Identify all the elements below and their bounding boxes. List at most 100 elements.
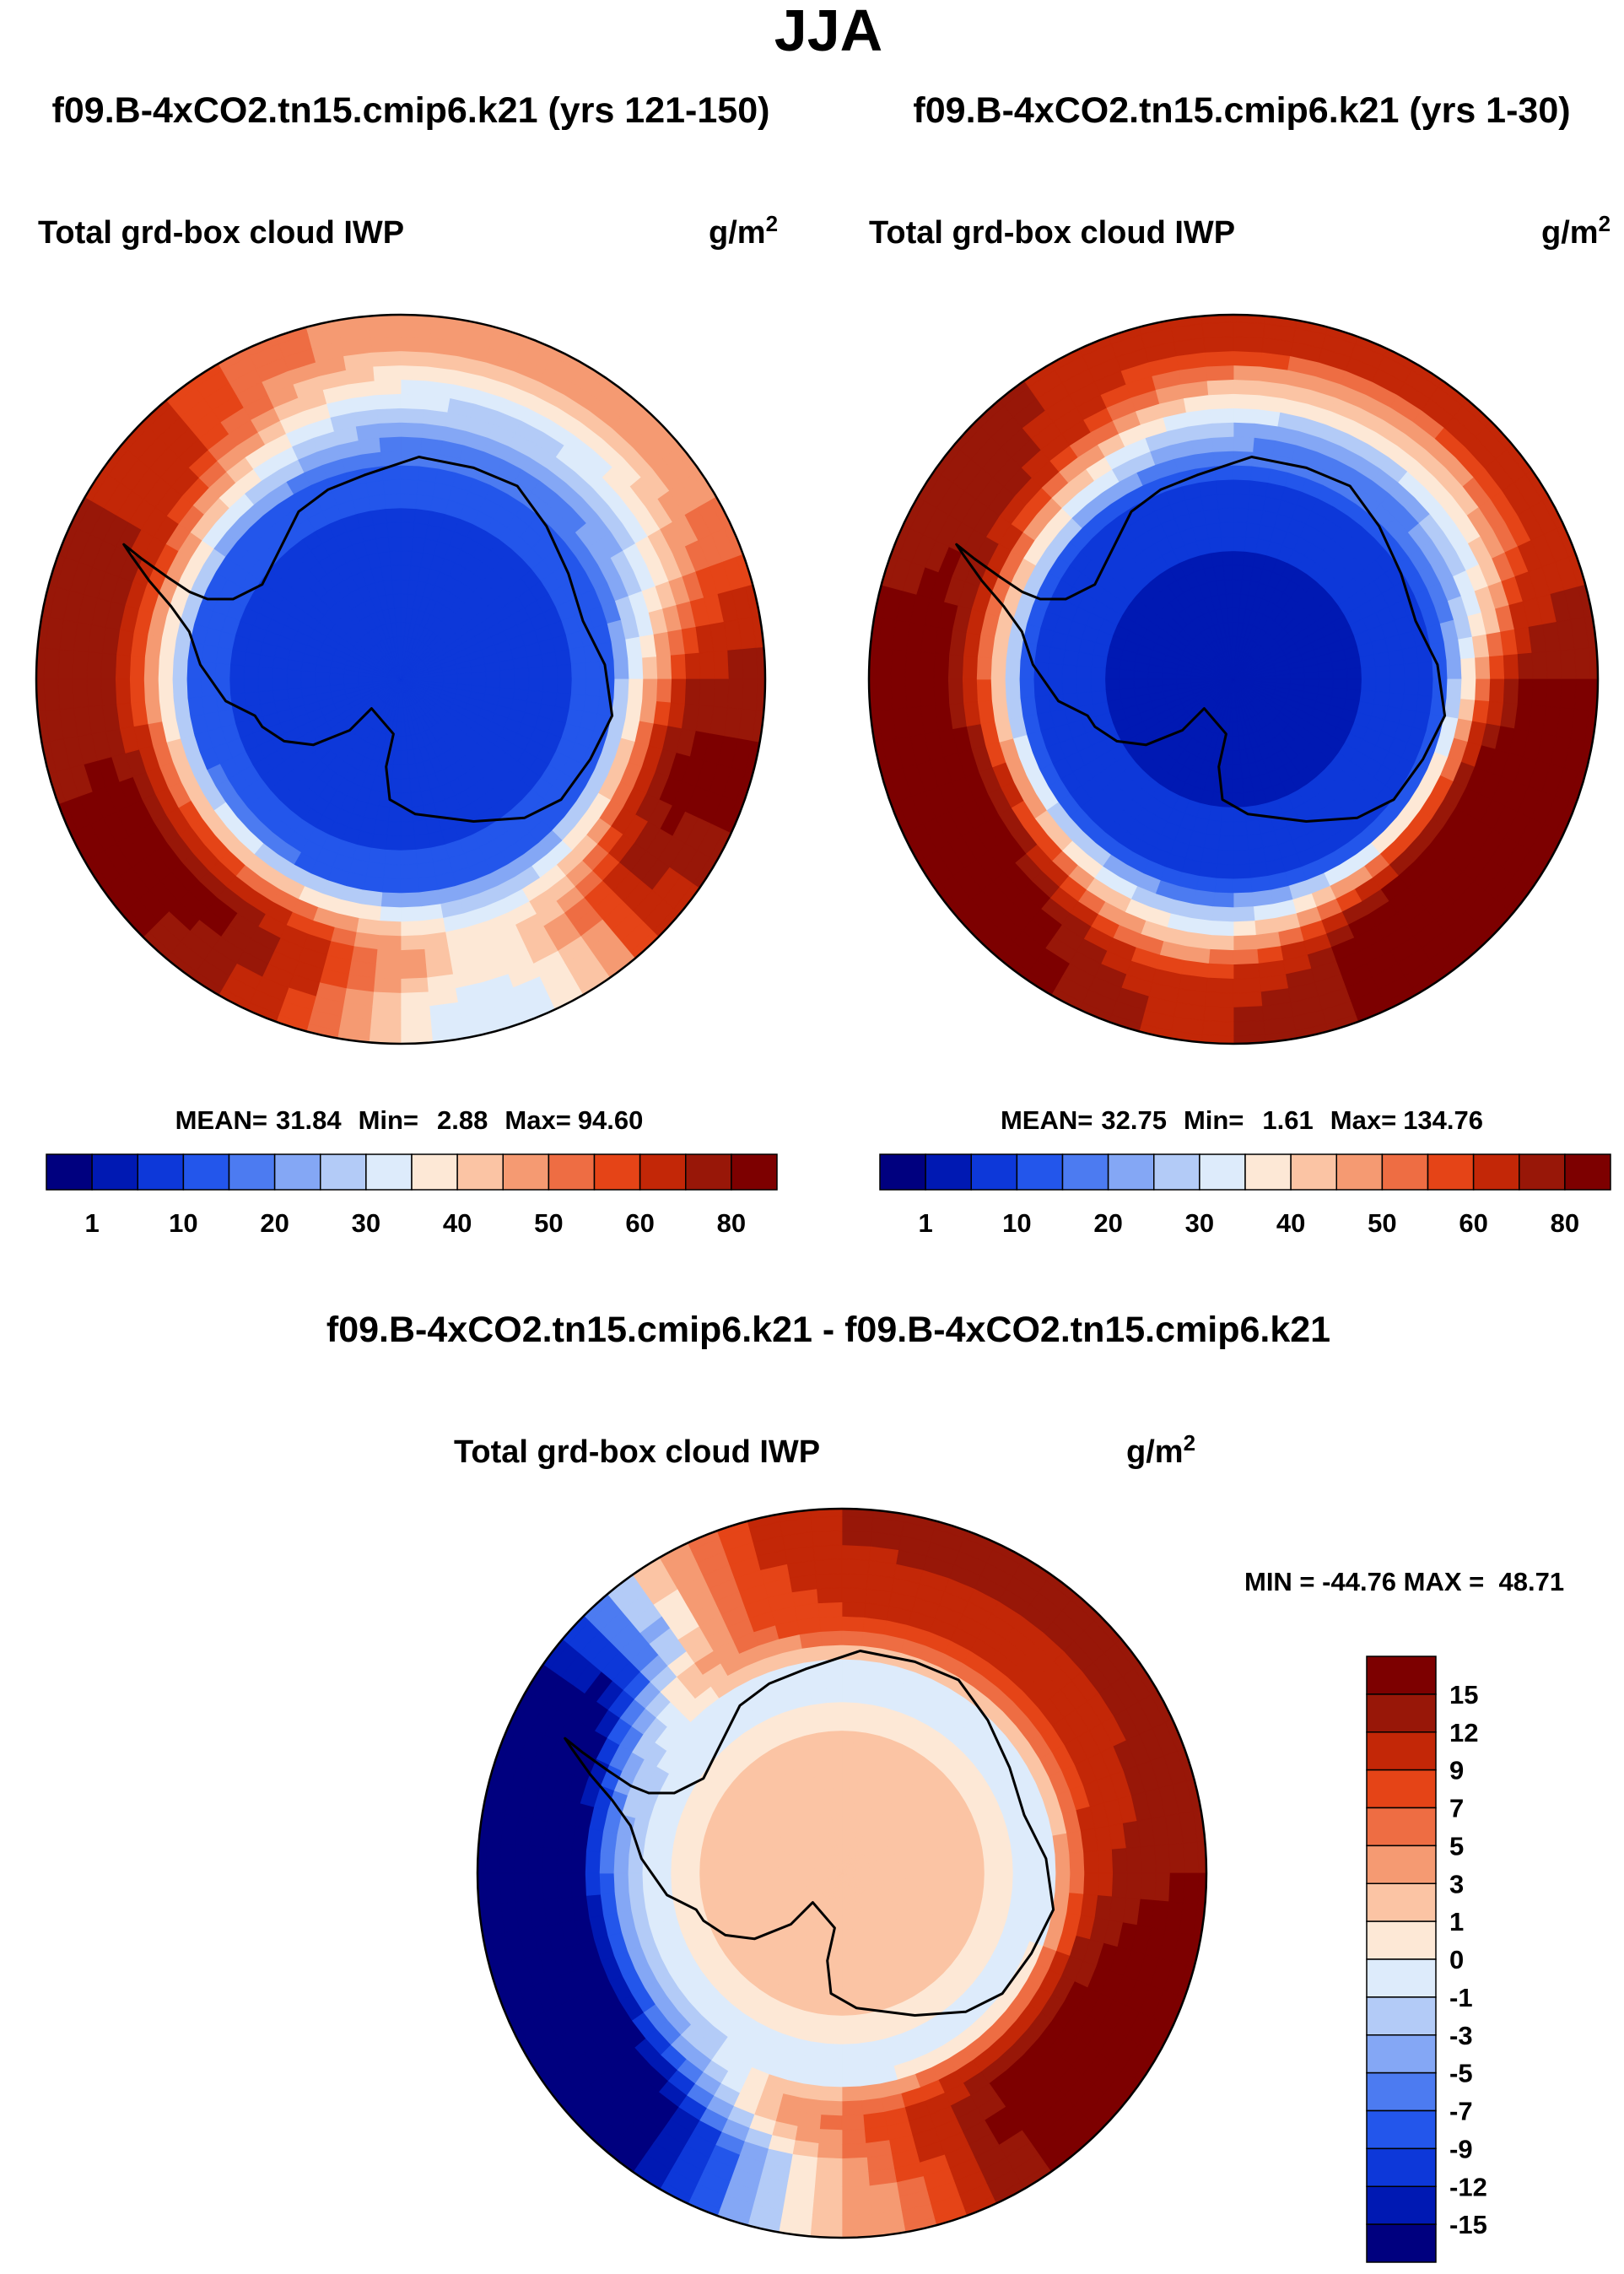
field-cell bbox=[143, 678, 159, 702]
field-cell bbox=[376, 408, 402, 424]
field-cell bbox=[1212, 892, 1234, 909]
field-cell bbox=[841, 1715, 856, 1731]
field-cell bbox=[368, 494, 386, 511]
field-cell bbox=[400, 379, 428, 396]
field-cell bbox=[1416, 694, 1433, 715]
field-cell bbox=[186, 678, 202, 699]
field-cell bbox=[1217, 507, 1234, 524]
field-cell bbox=[1233, 478, 1252, 495]
field-cell bbox=[443, 673, 459, 680]
field-cell bbox=[1193, 451, 1216, 469]
field-cell bbox=[400, 863, 419, 880]
colorbar-swatch bbox=[1107, 1153, 1155, 1191]
field-cell bbox=[418, 889, 441, 908]
field-cell bbox=[1276, 673, 1292, 680]
field-cell bbox=[244, 691, 261, 707]
field-cell bbox=[804, 2069, 825, 2088]
colorbar-tick-label: 10 bbox=[169, 1208, 197, 1238]
field-cell bbox=[1233, 991, 1263, 1008]
field-cell bbox=[569, 646, 586, 665]
field-cell bbox=[1359, 654, 1377, 669]
field-cell bbox=[400, 991, 430, 1008]
field-cell bbox=[1387, 649, 1405, 667]
field-cell bbox=[713, 1872, 729, 1885]
field-cell bbox=[1517, 652, 1534, 680]
field-cell bbox=[1201, 1020, 1234, 1037]
field-cell bbox=[823, 2057, 843, 2074]
field-cell bbox=[375, 393, 402, 410]
field-cell bbox=[1489, 655, 1505, 680]
field-cell bbox=[1119, 668, 1135, 680]
field-cell bbox=[499, 668, 515, 680]
field-cell bbox=[851, 1985, 865, 2002]
field-cell bbox=[328, 678, 345, 686]
field-cell bbox=[1417, 678, 1434, 698]
field-cell bbox=[1217, 493, 1234, 510]
field-cell bbox=[841, 1972, 853, 1988]
colorbar-swatch bbox=[320, 1153, 367, 1191]
field-cell bbox=[1012, 1856, 1028, 1874]
field-cell bbox=[395, 621, 402, 637]
field-cell bbox=[1460, 657, 1477, 680]
field-cell bbox=[400, 977, 429, 994]
field-cell bbox=[1061, 663, 1078, 680]
field-cell bbox=[670, 1872, 687, 1889]
field-cell bbox=[115, 654, 132, 680]
field-cell bbox=[823, 1672, 843, 1689]
field-cell bbox=[400, 421, 424, 438]
field-cell bbox=[1233, 393, 1259, 410]
field-cell bbox=[628, 657, 645, 680]
colorbar-tick-label: 10 bbox=[1002, 1208, 1031, 1238]
field-cell bbox=[526, 654, 544, 669]
field-cell bbox=[1233, 721, 1239, 737]
field-cell bbox=[1024, 1888, 1042, 1909]
field-cell bbox=[1560, 678, 1577, 710]
colorbar-swatch bbox=[365, 1153, 413, 1191]
field-cell bbox=[376, 935, 402, 951]
field-cell bbox=[1233, 536, 1247, 552]
field-cell bbox=[400, 948, 426, 965]
field-cell bbox=[1219, 821, 1234, 837]
field-cell bbox=[1233, 778, 1244, 794]
field-cell bbox=[1233, 435, 1255, 452]
colorbar-swatch bbox=[228, 1153, 276, 1191]
field-cell bbox=[1233, 749, 1242, 765]
field-cell bbox=[642, 1838, 660, 1858]
field-cell bbox=[1214, 878, 1234, 894]
field-cell bbox=[1233, 493, 1250, 510]
field-cell bbox=[713, 1861, 729, 1874]
field-cell bbox=[1217, 835, 1234, 851]
field-cell bbox=[1233, 821, 1248, 837]
field-cell bbox=[229, 663, 245, 680]
field-cell bbox=[713, 1882, 731, 1896]
field-cell bbox=[1211, 435, 1234, 452]
field-cell bbox=[1332, 678, 1348, 690]
field-cell bbox=[819, 1744, 833, 1762]
field-cell bbox=[1052, 1833, 1071, 1855]
field-cell bbox=[1248, 847, 1266, 865]
panel-2-units: g/m2 bbox=[1541, 211, 1611, 251]
field-cell bbox=[214, 662, 231, 680]
field-cell bbox=[1403, 662, 1420, 680]
field-cell bbox=[1429, 641, 1448, 662]
field-cell bbox=[969, 1872, 985, 1887]
field-cell bbox=[385, 835, 402, 851]
field-cell bbox=[1318, 670, 1334, 680]
field-cell bbox=[1019, 696, 1038, 717]
field-cell bbox=[656, 655, 672, 680]
field-cell bbox=[1233, 521, 1248, 537]
field-cell bbox=[1208, 536, 1223, 554]
field-cell bbox=[642, 1888, 660, 1909]
field-cell bbox=[400, 435, 423, 452]
field-cell bbox=[172, 639, 191, 662]
field-cell bbox=[1204, 991, 1234, 1008]
field-cell bbox=[1233, 464, 1253, 481]
field-cell bbox=[129, 678, 145, 704]
field-cell bbox=[1233, 735, 1240, 752]
field-cell bbox=[1048, 646, 1066, 665]
field-cell bbox=[857, 1673, 877, 1691]
field-cell bbox=[1248, 494, 1266, 511]
panel-1-stats: MEAN= 31.84 Min= 2.88 Max= 94.60 bbox=[175, 1105, 644, 1135]
field-cell bbox=[828, 1715, 843, 1731]
field-cell bbox=[369, 1020, 402, 1037]
